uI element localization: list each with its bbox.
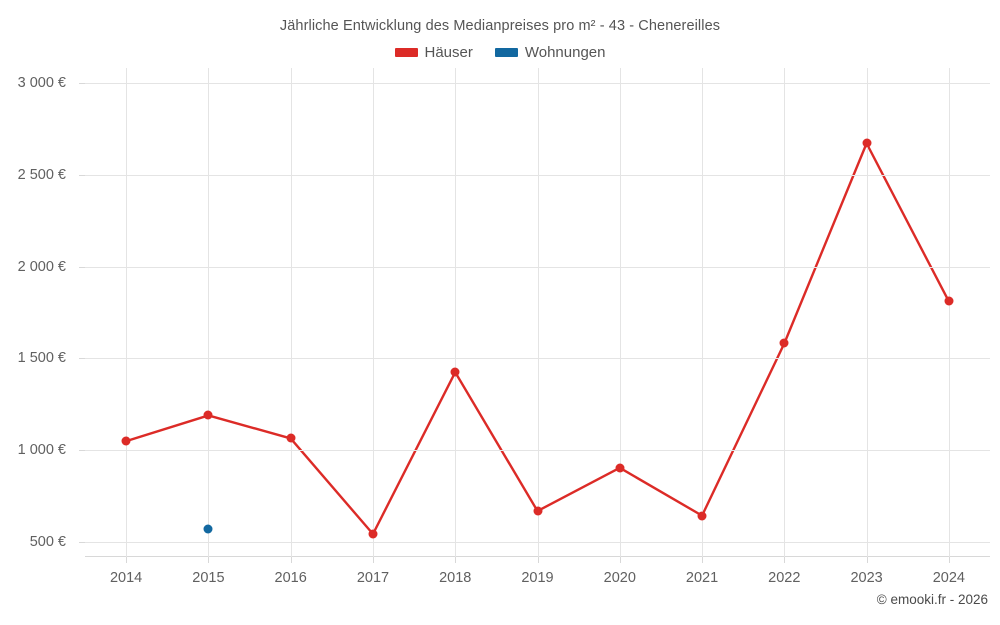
gridline-vertical: [702, 68, 704, 557]
legend-item-label: Wohnungen: [524, 44, 606, 61]
data-point-marker[interactable]: [944, 296, 954, 306]
y-axis-tick: [79, 174, 85, 176]
footer-credit: © emooki.fr - 2026: [876, 592, 988, 607]
x-axis-label: 2016: [274, 570, 307, 586]
data-point-marker[interactable]: [203, 410, 213, 420]
data-point-marker[interactable]: [862, 138, 872, 148]
x-axis-tick: [290, 557, 292, 563]
x-axis-label: 2023: [850, 570, 883, 586]
x-axis-label: 2021: [685, 570, 719, 586]
y-axis-tick: [79, 450, 85, 452]
gridline-vertical: [126, 68, 128, 557]
x-axis-label: 2022: [768, 570, 801, 586]
legend-swatch-icon: [394, 48, 418, 57]
x-axis-label: 2018: [439, 570, 472, 586]
x-axis-label: 2014: [109, 570, 143, 586]
chart-legend: Häuser Wohnungen: [0, 44, 1000, 61]
x-axis-tick: [702, 557, 704, 563]
y-axis-label: 2 000 €: [17, 258, 66, 275]
y-axis-tick: [79, 266, 85, 268]
gridline-vertical: [372, 68, 374, 557]
x-axis-label: 2019: [521, 570, 554, 586]
gridline-vertical: [866, 68, 868, 557]
y-axis-label: 1 500 €: [17, 350, 66, 367]
x-axis-label: 2024: [932, 570, 965, 586]
y-axis-tick: [79, 82, 85, 84]
legend-item-häuser[interactable]: Häuser: [394, 44, 473, 61]
x-axis-label: 2017: [356, 570, 390, 586]
data-point-marker[interactable]: [203, 524, 213, 533]
gridline-vertical: [619, 68, 621, 557]
legend-item-wohnungen[interactable]: Wohnungen: [494, 44, 606, 61]
x-axis-label: 2015: [192, 570, 225, 586]
y-axis-label: 500 €: [29, 534, 66, 551]
x-axis-tick: [208, 557, 210, 563]
x-axis-tick: [619, 557, 621, 563]
gridline-vertical: [537, 68, 539, 557]
gridline-vertical: [784, 68, 786, 557]
data-point-marker[interactable]: [368, 529, 378, 539]
y-axis-label: 3 000 €: [17, 74, 66, 91]
data-point-marker[interactable]: [533, 506, 542, 516]
x-axis-tick: [455, 557, 457, 563]
gridline-vertical: [455, 68, 457, 557]
legend-swatch-icon: [494, 48, 518, 57]
data-point-marker[interactable]: [121, 436, 131, 446]
data-point-marker[interactable]: [697, 511, 707, 521]
y-axis-tick: [79, 542, 85, 544]
gridline-vertical: [948, 68, 950, 557]
x-axis-tick: [126, 557, 128, 563]
x-axis-tick: [784, 557, 786, 563]
data-point-marker[interactable]: [615, 463, 625, 473]
data-point-marker[interactable]: [779, 338, 789, 348]
x-axis-tick: [948, 557, 950, 563]
data-point-marker[interactable]: [286, 433, 296, 443]
page-title: Jährliche Entwicklung des Medianpreises …: [279, 18, 721, 34]
plot-area: 500 € 1 000 € 1 500 € 2 000 € 2 500 € 3 000 €…: [18, 68, 990, 586]
legend-item-label: Häuser: [424, 44, 473, 61]
x-axis-tick: [372, 557, 374, 563]
y-axis-label: 2 500 €: [17, 166, 66, 183]
gridline-vertical: [208, 68, 210, 557]
y-axis-tick: [79, 358, 85, 360]
x-axis-label: 2020: [603, 570, 636, 586]
x-axis-tick: [866, 557, 868, 563]
data-point-marker[interactable]: [450, 367, 460, 377]
gridline-vertical: [290, 68, 292, 557]
x-axis-tick: [537, 557, 539, 563]
y-axis-label: 1 000 €: [17, 442, 66, 459]
